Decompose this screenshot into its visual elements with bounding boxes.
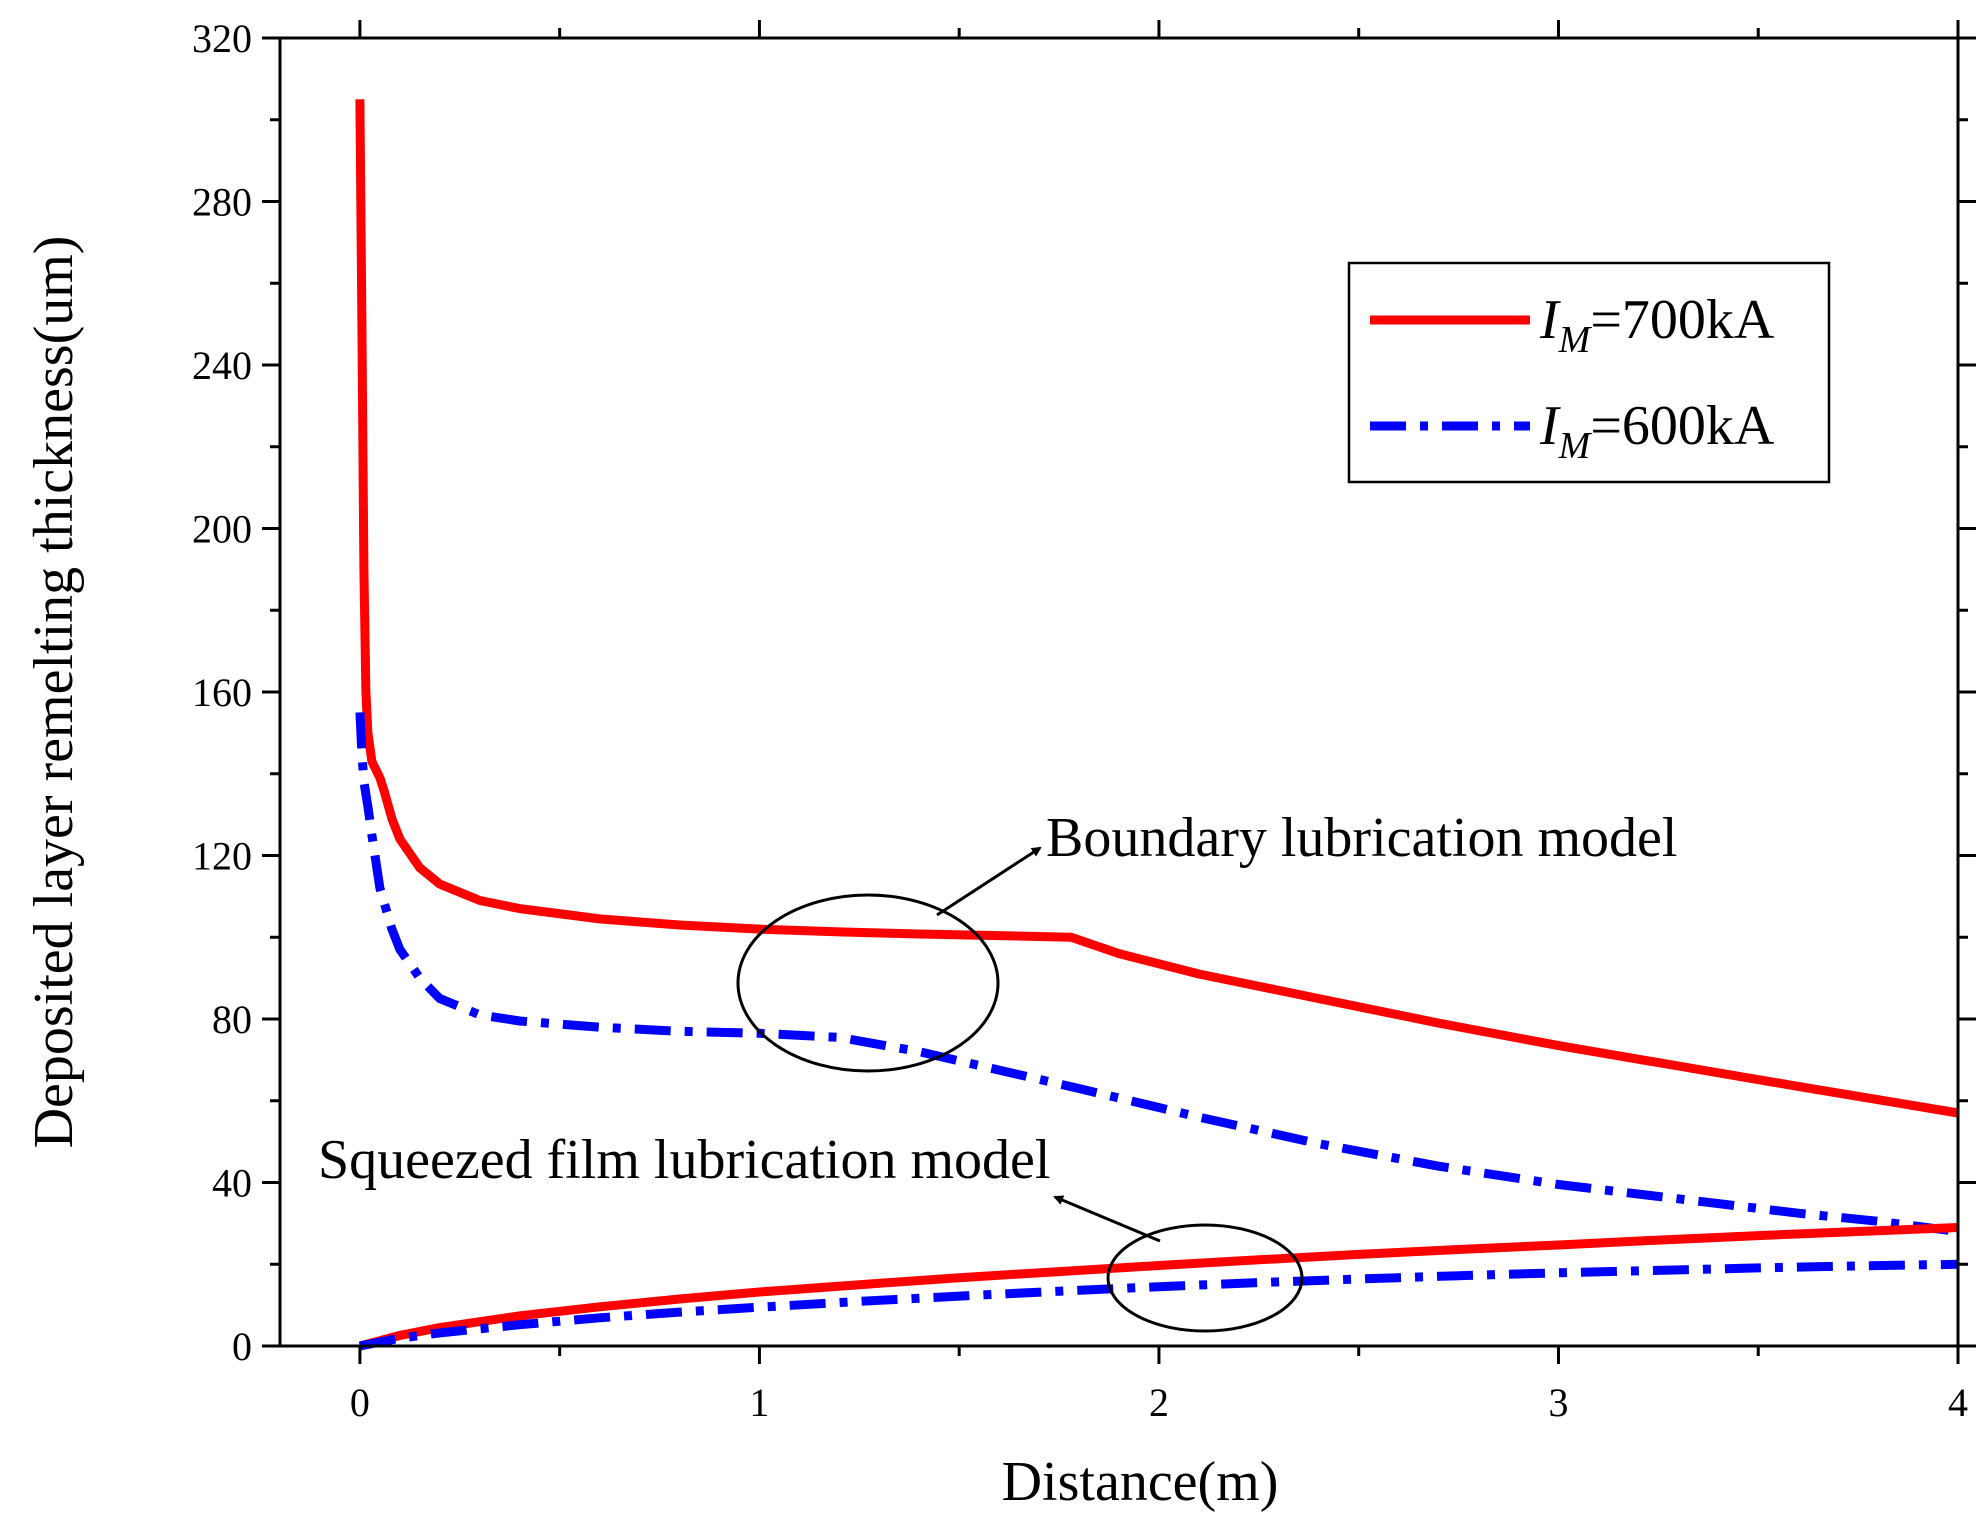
series-line-1	[355, 712, 1959, 1236]
x-tick-label: 1	[749, 1380, 769, 1425]
plot-frame	[278, 36, 1960, 1348]
squeezed-label: Squeezed film lubrication model	[318, 1129, 1050, 1191]
y-tick-label: 320	[192, 16, 252, 61]
squeezed-arrow	[1053, 1195, 1161, 1243]
series-line-3	[359, 1259, 1959, 1351]
annotation-squeezed: Squeezed film lubrication model	[318, 1129, 1304, 1333]
y-tick-label: 240	[192, 343, 252, 388]
series-line-2	[358, 1223, 1959, 1351]
legend: IM=700kA IM=600kA	[1347, 261, 1831, 484]
x-tick-label: 4	[1948, 1380, 1968, 1425]
boundary-arrow	[936, 846, 1042, 917]
x-tick-label: 3	[1548, 1380, 1568, 1425]
y-axis-title: Deposited layer remelting thickness(um)	[23, 236, 85, 1149]
boundary-ellipse	[736, 893, 1000, 1073]
y-tick-label: 80	[212, 997, 252, 1042]
annotation-boundary: Boundary lubrication model	[736, 807, 1677, 1073]
legend-box	[1347, 261, 1831, 484]
y-tick-label: 120	[192, 834, 252, 879]
legend-label-700: IM=700kA	[1539, 289, 1775, 361]
series-line-0	[355, 99, 1959, 1118]
x-tick-label: 2	[1149, 1380, 1169, 1425]
legend-label-600: IM=600kA	[1539, 395, 1775, 467]
y-tick-label: 0	[232, 1324, 252, 1369]
y-tick-label: 40	[212, 1161, 252, 1206]
squeezed-ellipse	[1106, 1223, 1304, 1333]
x-tick-label: 0	[350, 1380, 370, 1425]
x-axis-title: Distance(m)	[1002, 1451, 1279, 1513]
boundary-label: Boundary lubrication model	[1046, 807, 1677, 869]
y-tick-label: 200	[192, 507, 252, 552]
y-tick-label: 160	[192, 670, 252, 715]
y-tick-label: 280	[192, 180, 252, 225]
series-layer	[355, 99, 1959, 1351]
